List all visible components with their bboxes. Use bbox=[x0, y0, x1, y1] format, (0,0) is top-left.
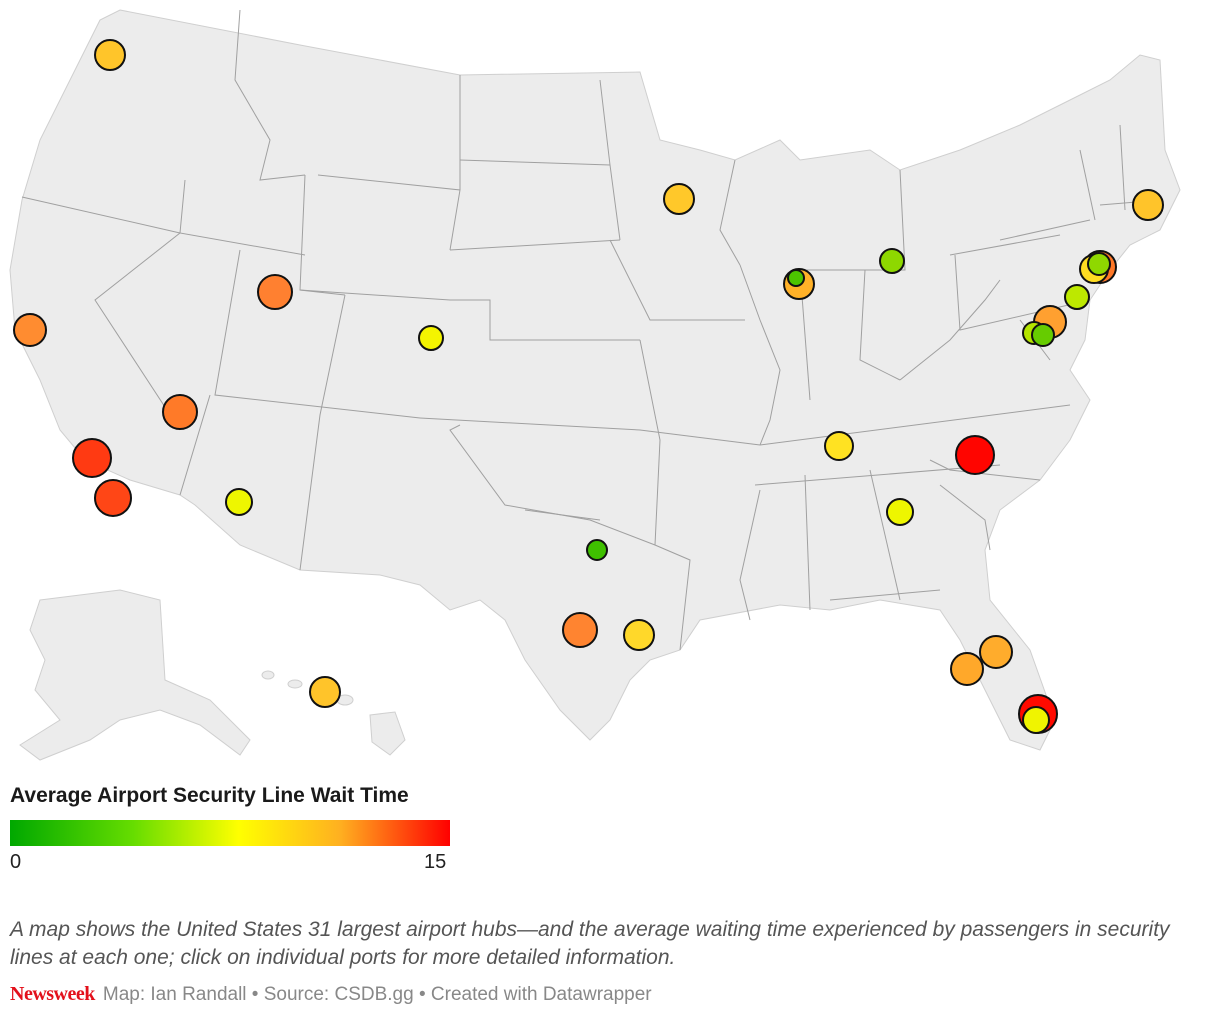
airport-marker[interactable] bbox=[879, 248, 905, 274]
contiguous-us-shape bbox=[9, 9, 1181, 751]
airport-marker[interactable] bbox=[94, 39, 126, 71]
airport-marker[interactable] bbox=[787, 269, 805, 287]
alaska-shape bbox=[19, 589, 251, 761]
legend-min-label: 0 bbox=[10, 851, 22, 873]
airport-marker[interactable] bbox=[1132, 189, 1164, 221]
airport-marker[interactable] bbox=[1087, 252, 1111, 276]
airport-marker[interactable] bbox=[94, 479, 132, 517]
airport-marker[interactable] bbox=[309, 676, 341, 708]
airport-marker[interactable] bbox=[623, 619, 655, 651]
airport-marker[interactable] bbox=[418, 325, 444, 351]
footer: Newsweek Map: Ian Randall • Source: CSDB.… bbox=[10, 983, 652, 1006]
legend-max-label: 15 bbox=[424, 851, 447, 873]
airport-marker[interactable] bbox=[955, 435, 995, 475]
newsweek-logo[interactable]: Newsweek bbox=[10, 983, 95, 1005]
airport-marker[interactable] bbox=[162, 394, 198, 430]
airport-marker[interactable] bbox=[824, 431, 854, 461]
map-land bbox=[9, 9, 1181, 761]
airport-marker[interactable] bbox=[257, 274, 293, 310]
legend-title: Average Airport Security Line Wait Time bbox=[10, 784, 409, 807]
state-borders bbox=[21, 9, 1161, 651]
airport-marker[interactable] bbox=[13, 313, 47, 347]
airport-marker[interactable] bbox=[663, 183, 695, 215]
airport-marker[interactable] bbox=[1064, 284, 1090, 310]
airport-marker[interactable] bbox=[225, 488, 253, 516]
us-map bbox=[9, 9, 1181, 761]
airport-marker[interactable] bbox=[950, 652, 984, 686]
airport-marker[interactable] bbox=[1022, 706, 1050, 734]
airport-marker[interactable] bbox=[562, 612, 598, 648]
map-caption: A map shows the United States 31 largest… bbox=[10, 918, 1170, 969]
airport-marker[interactable] bbox=[586, 539, 608, 561]
airport-marker[interactable] bbox=[979, 635, 1013, 669]
airport-markers bbox=[13, 39, 1164, 734]
footer-credits: Map: Ian Randall • Source: CSDB.gg • Cre… bbox=[102, 984, 652, 1005]
airport-marker[interactable] bbox=[1031, 323, 1055, 347]
airport-marker[interactable] bbox=[886, 498, 914, 526]
legend-color-scale bbox=[10, 820, 450, 846]
airport-marker[interactable] bbox=[72, 438, 112, 478]
